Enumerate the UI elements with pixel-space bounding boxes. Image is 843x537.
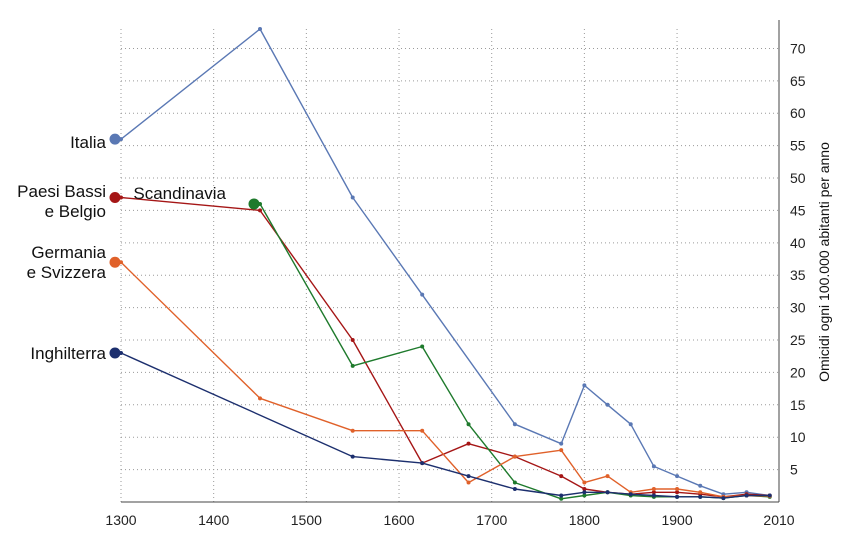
y-tick-label: 50: [790, 170, 806, 186]
series-marker-inghilterra: [109, 347, 121, 359]
y-tick-label: 25: [790, 332, 806, 348]
data-point-paesi-bassi-e-belgio: [466, 441, 471, 446]
data-point-scandinavia: [350, 363, 355, 368]
y-tick-label: 15: [790, 397, 806, 413]
data-point-germania-e-svizzera: [582, 480, 587, 485]
data-point-italia: [698, 483, 703, 488]
series-line-paesi-bassi-e-belgio: [120, 196, 770, 498]
y-tick-label: 60: [790, 105, 806, 121]
data-point-scandinavia: [582, 493, 587, 498]
data-point-paesi-bassi-e-belgio: [258, 208, 263, 213]
data-point-italia: [675, 474, 680, 479]
data-point-inghilterra: [512, 487, 517, 492]
series-layer: [109, 27, 772, 501]
data-point-scandinavia: [466, 422, 471, 427]
y-axis-title: Omicidi ogni 100.000 abitanti per anno: [816, 142, 832, 382]
data-point-inghilterra: [420, 461, 425, 466]
data-point-italia: [512, 422, 517, 427]
data-point-inghilterra: [628, 492, 633, 497]
y-tick-label: 40: [790, 235, 806, 251]
x-tick-label: 2010: [763, 512, 794, 528]
data-point-italia: [628, 422, 633, 427]
y-tick-label: 55: [790, 138, 806, 154]
data-point-germania-e-svizzera: [605, 474, 610, 479]
data-point-paesi-bassi-e-belgio: [675, 490, 680, 495]
x-tick-label: 1800: [569, 512, 600, 528]
y-tick-label: 65: [790, 73, 806, 89]
data-point-germania-e-svizzera: [559, 448, 564, 453]
data-point-inghilterra: [466, 474, 471, 479]
data-point-germania-e-svizzera: [512, 454, 517, 459]
series-line-italia: [120, 28, 770, 497]
data-point-italia: [559, 441, 564, 446]
x-tick-label: 1600: [383, 512, 414, 528]
data-point-italia: [258, 27, 263, 31]
y-tick-label: 70: [790, 40, 806, 56]
data-point-scandinavia: [512, 480, 517, 485]
series-label-germania-e-svizzera: Germania e Svizzera: [27, 243, 107, 282]
data-point-inghilterra: [698, 494, 703, 499]
x-tick-label: 1400: [198, 512, 229, 528]
data-point-inghilterra: [651, 493, 656, 498]
data-point-italia: [651, 464, 656, 469]
data-point-germania-e-svizzera: [675, 487, 680, 492]
series-label-inghilterra: Inghilterra: [30, 344, 106, 363]
series-paesi-bassi-e-belgio: [109, 191, 772, 499]
y-tick-label: 5: [790, 462, 798, 478]
series-marker-italia: [109, 133, 121, 145]
series-marker-scandinavia: [248, 198, 260, 210]
data-point-paesi-bassi-e-belgio: [350, 338, 355, 343]
x-tick-label: 1700: [476, 512, 507, 528]
series-inghilterra: [109, 347, 772, 501]
grid: [120, 29, 780, 502]
series-marker-germania-e-svizzera: [109, 256, 121, 268]
data-point-germania-e-svizzera: [420, 428, 425, 433]
data-point-paesi-bassi-e-belgio: [582, 487, 587, 492]
series-italia: [109, 27, 772, 498]
data-point-inghilterra: [744, 493, 749, 498]
y-tick-label: 30: [790, 300, 806, 316]
series-line-scandinavia: [259, 203, 770, 500]
data-point-italia: [420, 292, 425, 297]
series-label-paesi-bassi-e-belgio: Paesi Bassi e Belgio: [17, 182, 106, 221]
data-point-italia: [350, 195, 355, 200]
series-labels: Italia Paesi Bassi e Belgio Scandinavia Germ…: [17, 133, 226, 363]
data-point-germania-e-svizzera: [350, 428, 355, 433]
data-point-scandinavia: [420, 344, 425, 349]
data-point-paesi-bassi-e-belgio: [651, 490, 656, 495]
data-point-inghilterra: [721, 496, 726, 501]
data-point-inghilterra: [559, 493, 564, 498]
data-point-inghilterra: [675, 494, 680, 499]
series-marker-paesi-bassi-e-belgio: [109, 191, 121, 203]
data-point-inghilterra: [350, 454, 355, 459]
data-point-paesi-bassi-e-belgio: [559, 474, 564, 479]
data-point-inghilterra: [605, 490, 610, 495]
y-tick-label: 20: [790, 364, 806, 380]
data-point-inghilterra: [582, 490, 587, 495]
series-line-germania-e-svizzera: [120, 261, 770, 498]
data-point-germania-e-svizzera: [698, 490, 703, 495]
data-point-inghilterra: [767, 493, 772, 498]
y-tick-label: 10: [790, 429, 806, 445]
data-point-scandinavia: [559, 496, 564, 501]
series-label-scandinavia: Scandinavia: [133, 184, 226, 203]
x-tick-label: 1300: [105, 512, 136, 528]
data-point-germania-e-svizzera: [258, 396, 263, 401]
series-label-italia: Italia: [70, 133, 106, 152]
y-tick-label: 45: [790, 202, 806, 218]
x-tick-label: 1900: [661, 512, 692, 528]
data-point-italia: [605, 402, 610, 407]
data-point-italia: [582, 383, 587, 388]
data-point-germania-e-svizzera: [466, 480, 471, 485]
axes: 5 10 15 20 25 30 35 40 45 50 55 60 65 70 1300 1400 1500 1…: [105, 20, 806, 528]
x-tick-label: 1500: [291, 512, 322, 528]
y-tick-label: 35: [790, 267, 806, 283]
series-line-inghilterra: [120, 352, 770, 499]
data-point-germania-e-svizzera: [651, 487, 656, 492]
